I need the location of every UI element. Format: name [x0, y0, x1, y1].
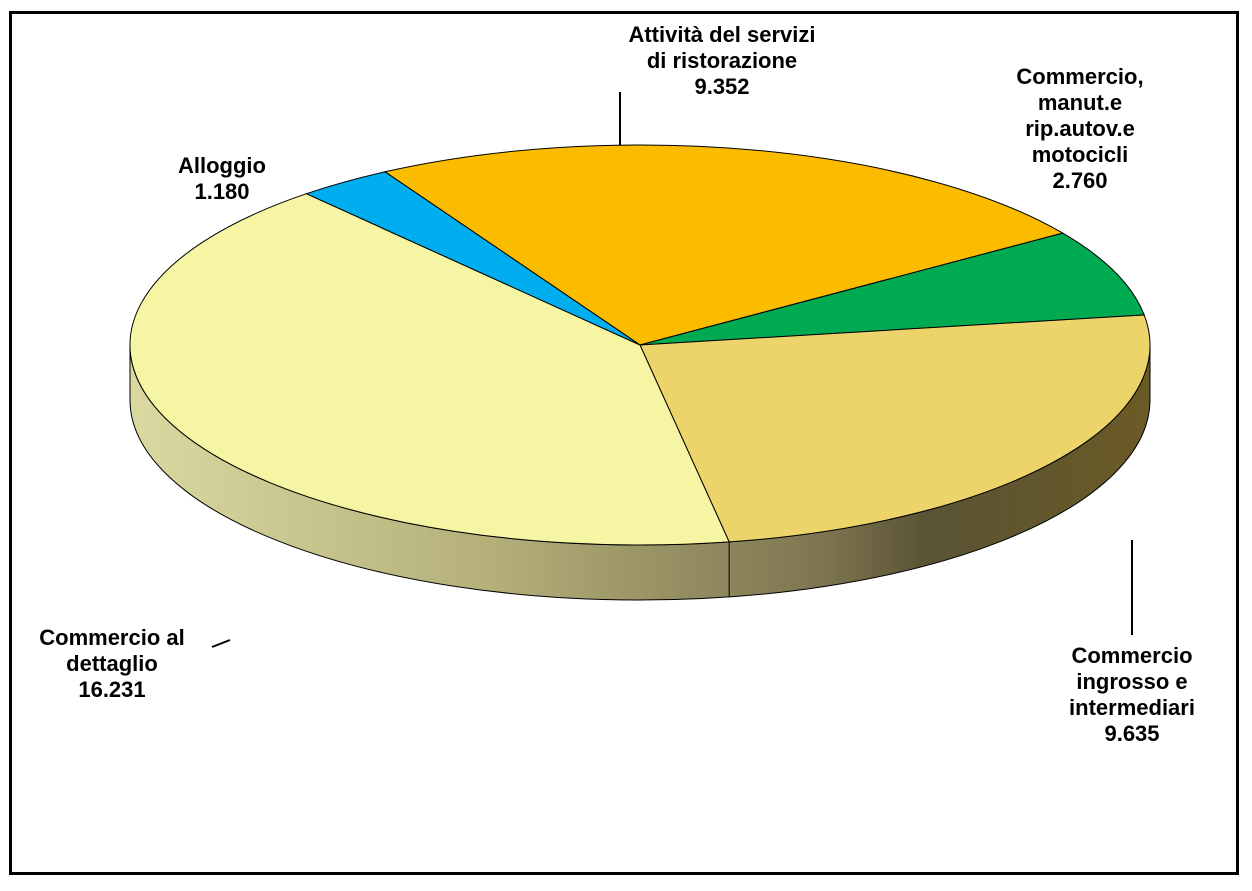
slice-label-line: manut.e [1038, 90, 1122, 115]
slice-label-line: di ristorazione [647, 48, 797, 73]
pie-slice [383, 144, 1064, 346]
slice-label-line: motocicli [1032, 142, 1129, 167]
slice-label: Commercio al dettaglio 16.231 [39, 625, 185, 702]
pie-slice [639, 314, 1151, 543]
slice-label: Alloggio 1.180 [178, 153, 266, 204]
slice-value: 16.231 [78, 677, 145, 702]
pie-slice [639, 232, 1145, 346]
slice-label: Commercio, manut.e rip.autov.e motocicli 2.7… [1016, 64, 1143, 193]
slice-value: 9.635 [1104, 721, 1159, 746]
slice-label-line: Commercio [1071, 643, 1192, 668]
slice-label-line: Attività del servizi [628, 22, 815, 47]
slice-label-line: ingrosso e [1076, 669, 1187, 694]
slice-value: 9.352 [694, 74, 749, 99]
slice-value: 2.760 [1052, 168, 1107, 193]
pie-slice [129, 193, 730, 546]
slice-label-line: intermediari [1069, 695, 1195, 720]
slice-label-line: Alloggio [178, 153, 266, 178]
slice-label-line: Commercio al [39, 625, 185, 650]
slice-label-line: dettaglio [66, 651, 158, 676]
slice-label: Commercio ingrosso e intermediari 9.635 [1069, 643, 1195, 746]
slice-value: 1.180 [194, 179, 249, 204]
slice-label-line: Commercio, [1016, 64, 1143, 89]
slice-label-line: rip.autov.e [1025, 116, 1135, 141]
pie-slice [305, 171, 641, 346]
slice-label: Attività del servizi di ristorazione 9.352 [628, 22, 815, 99]
leader-line [211, 639, 231, 648]
